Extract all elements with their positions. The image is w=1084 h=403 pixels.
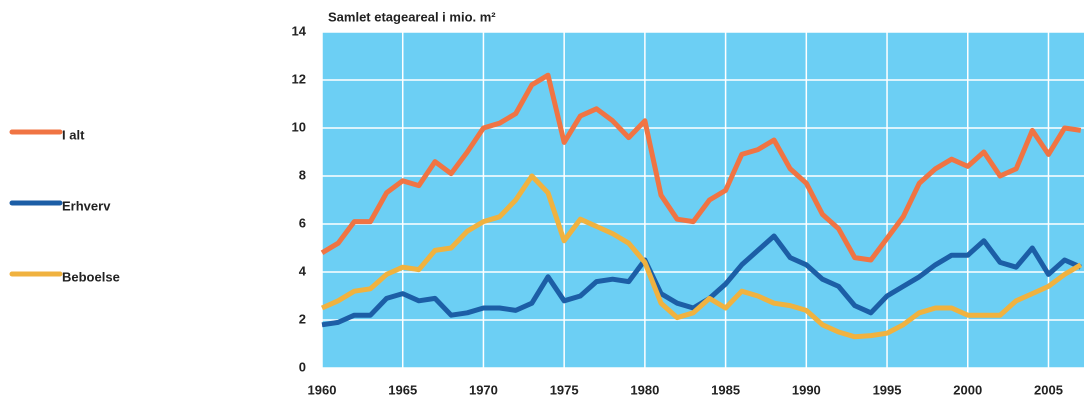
x-tick-label: 1990 [792,382,821,397]
x-tick-label: 1985 [711,382,740,397]
x-tick-label: 1970 [469,382,498,397]
x-tick-label: 1965 [388,382,417,397]
x-tick-label: 2005 [1034,382,1063,397]
series-line [320,173,1083,340]
y-tick-label: 10 [292,119,306,134]
legend-label: Erhverv [62,198,111,213]
y-tick-label: 8 [299,167,306,182]
y-tick-label: 6 [299,215,306,230]
legend-label: Beboelse [62,269,120,284]
y-tick-label: 2 [299,311,306,326]
x-tick-label: 1980 [630,382,659,397]
x-tick-label: 2000 [953,382,982,397]
x-tick-label: 1960 [308,382,337,397]
y-tick-label: 12 [292,71,306,86]
x-tick-label: 1975 [550,382,579,397]
y-tick-label: 0 [299,359,306,374]
legend-label: I alt [62,127,85,142]
series-line [320,72,1082,263]
y-tick-label: 14 [292,23,307,38]
y-tick-label: 4 [299,263,307,278]
chart-title: Samlet etageareal i mio. m² [328,9,496,24]
x-tick-label: 1995 [873,382,902,397]
